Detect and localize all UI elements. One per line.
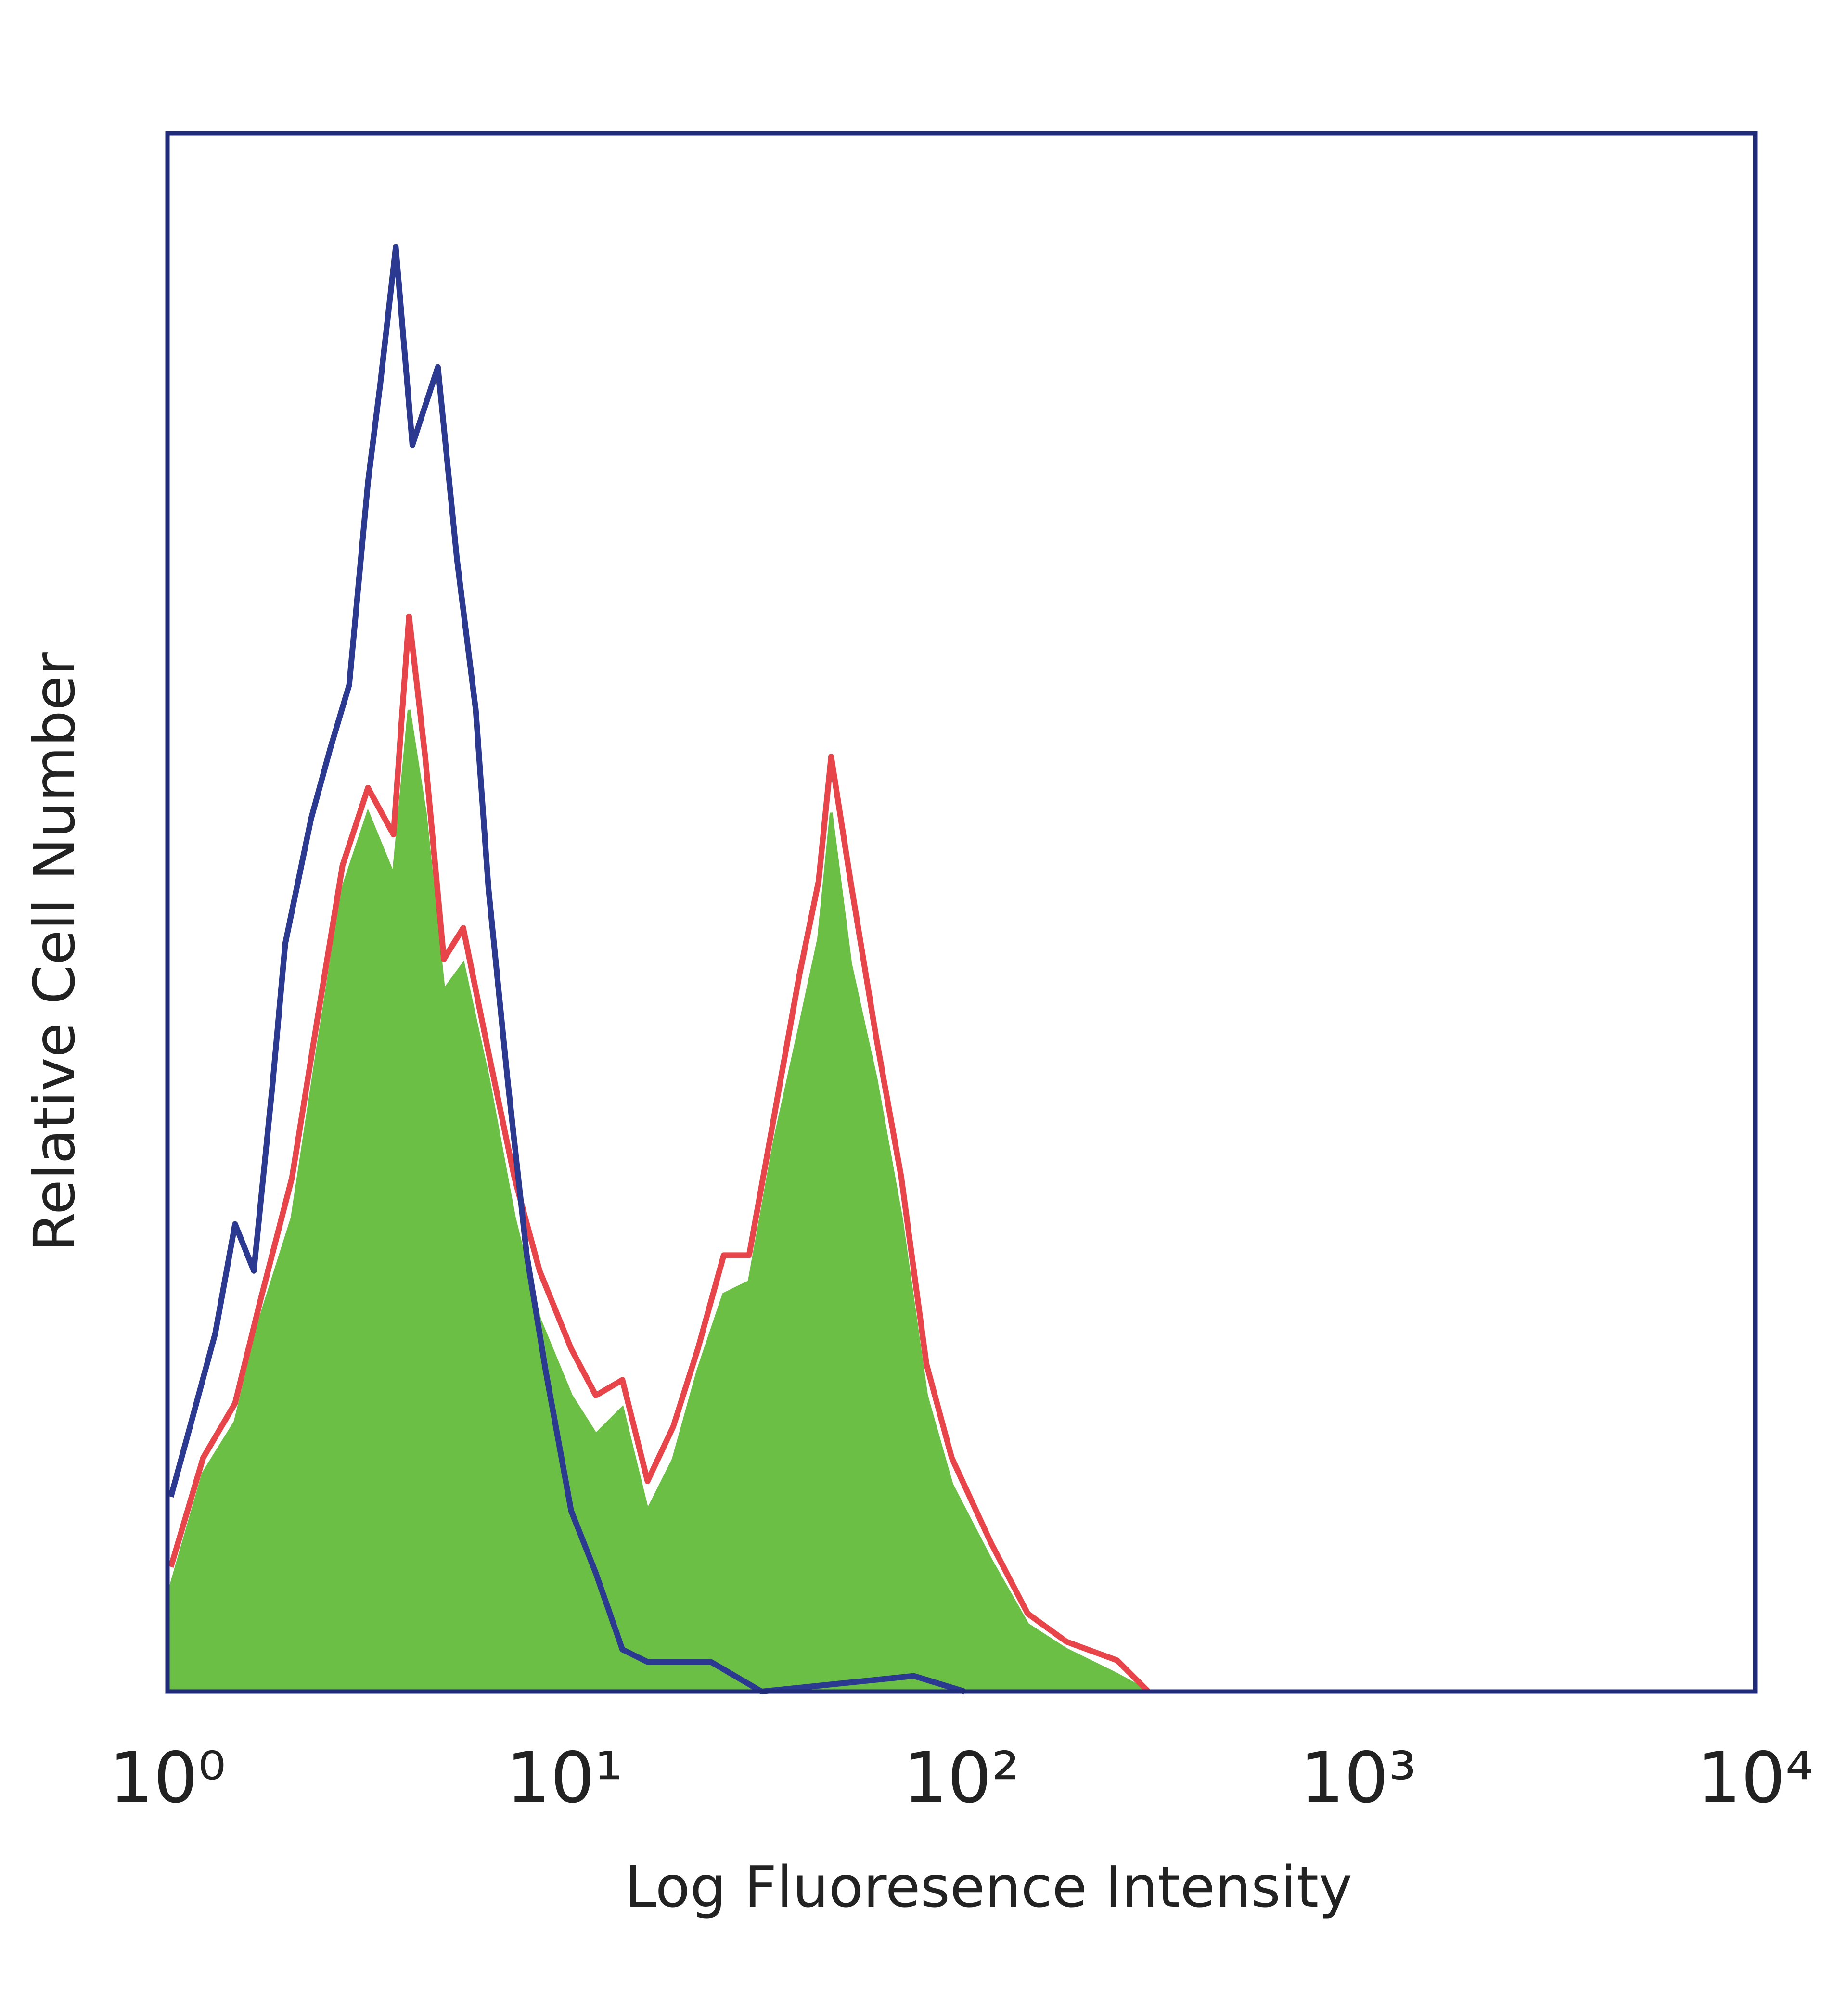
histogram-area (166, 709, 1149, 1693)
x-tick-label: 10³ (1300, 1738, 1417, 1819)
histogram-line (168, 244, 966, 1694)
x-tick-label: 10⁴ (1697, 1738, 1814, 1819)
x-tick-label: 10¹ (506, 1738, 623, 1819)
plot-frame (165, 131, 1758, 1694)
x-tick-label: 10⁰ (109, 1738, 226, 1819)
y-axis-label: Relative Cell Number (21, 652, 88, 1252)
histogram-line (168, 613, 1151, 1694)
x-tick-label: 10² (903, 1738, 1020, 1819)
x-axis-label: Log Fluoresence Intensity (625, 1854, 1352, 1920)
